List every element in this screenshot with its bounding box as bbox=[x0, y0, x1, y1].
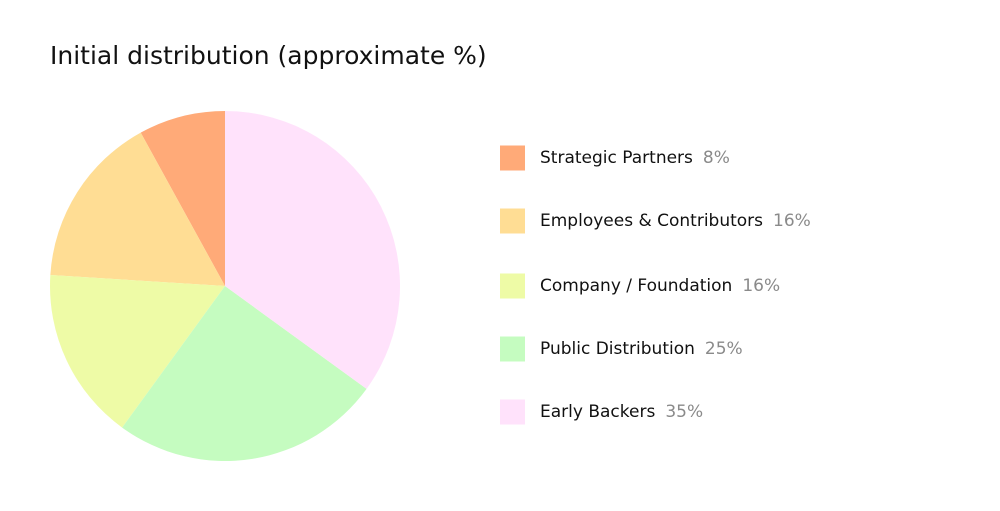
legend-swatch bbox=[500, 336, 525, 362]
legend-swatch bbox=[500, 399, 525, 425]
legend-label: Company / Foundation bbox=[540, 276, 732, 296]
legend-swatch bbox=[500, 273, 525, 299]
value-label: 16% bbox=[742, 276, 780, 296]
legend-label: Public Distribution bbox=[540, 339, 695, 359]
legend-swatch bbox=[500, 208, 525, 234]
legend-label: Strategic Partners bbox=[540, 148, 693, 168]
legend-swatch bbox=[500, 145, 525, 171]
legend-label: Early Backers bbox=[540, 402, 655, 422]
value-label: 25% bbox=[705, 339, 743, 359]
pie-slice bbox=[122, 286, 367, 461]
value-label: 35% bbox=[665, 402, 703, 422]
legend-label: Employees & Contributors bbox=[540, 211, 763, 231]
pie-slice bbox=[140, 111, 225, 286]
value-label: 16% bbox=[773, 211, 811, 231]
pie-slice bbox=[50, 132, 225, 286]
value-label: 8% bbox=[703, 148, 730, 168]
chart-title: Initial distribution (approximate %) bbox=[50, 41, 487, 70]
pie-slice bbox=[50, 275, 225, 428]
pie-slice bbox=[225, 110, 400, 389]
